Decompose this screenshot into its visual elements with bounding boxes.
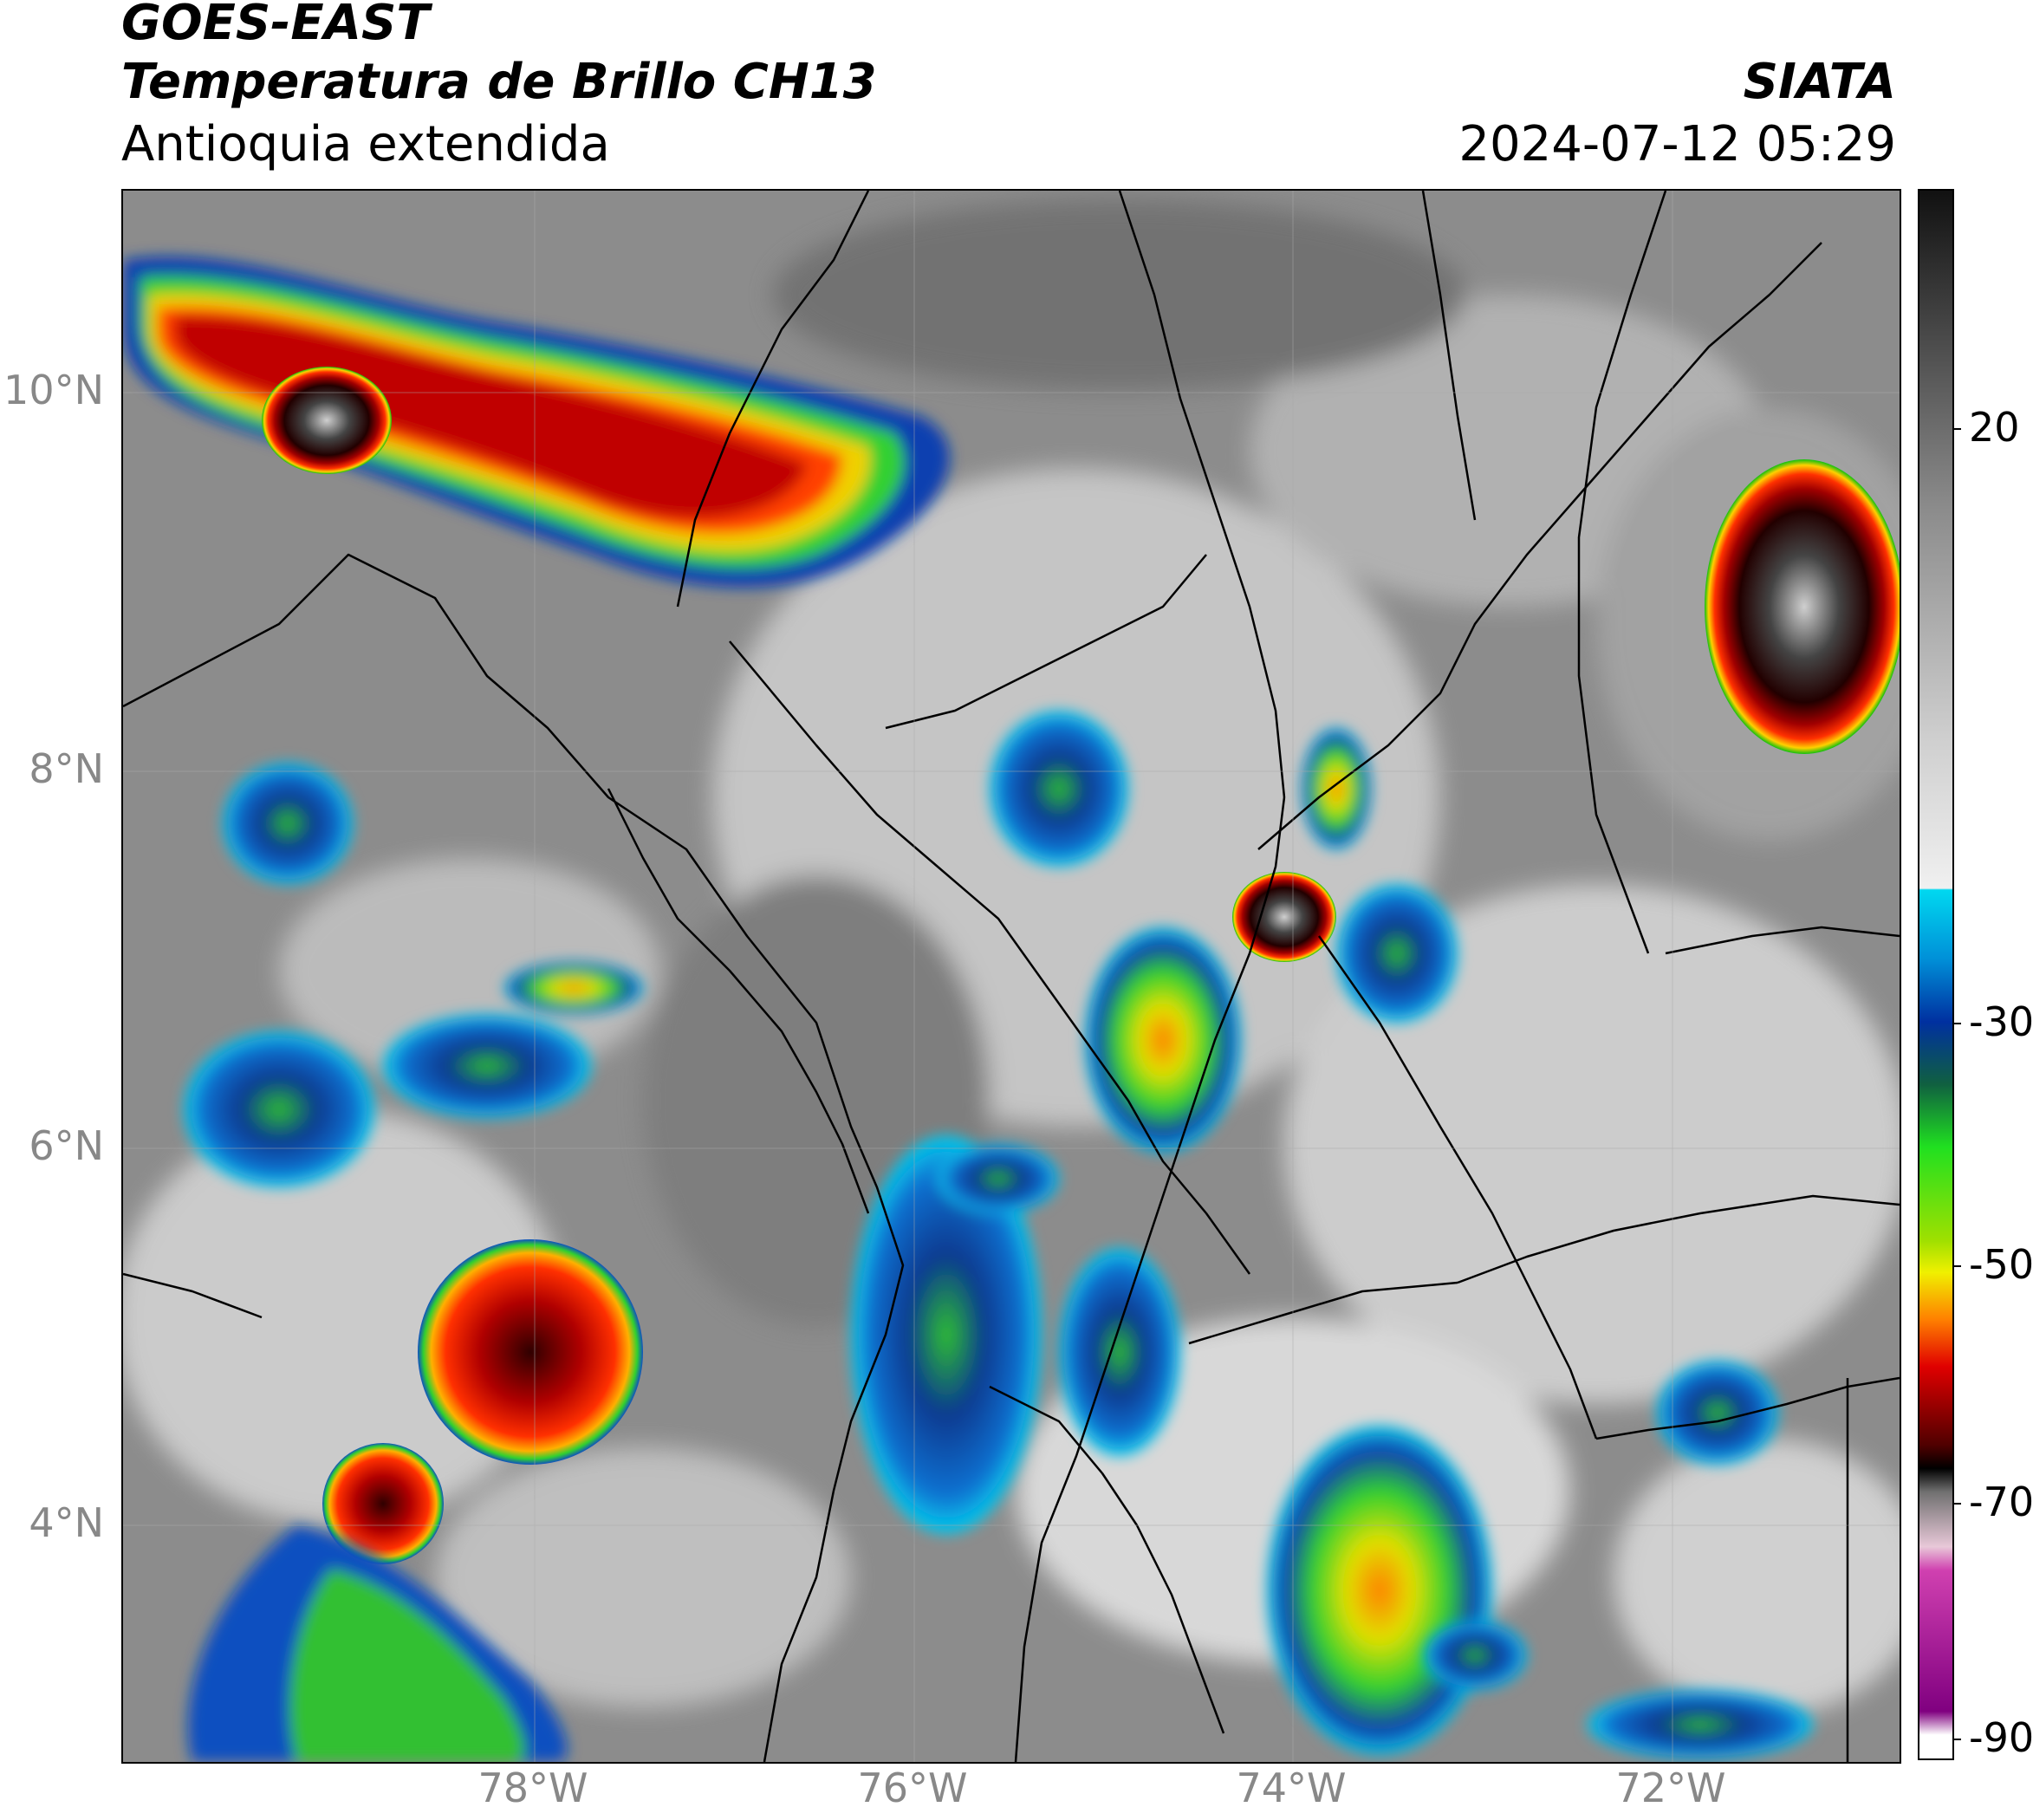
colorbar-mark — [1952, 1503, 1961, 1505]
lat-tick-6N: 6°N — [29, 1122, 104, 1169]
organization-label: SIATA — [1743, 54, 1896, 110]
region-subtitle: Antioquia extendida — [121, 116, 610, 172]
colorbar-mark — [1952, 1739, 1961, 1740]
lon-tick-74W: 74°W — [1236, 1765, 1347, 1811]
colorbar-mark — [1952, 1265, 1961, 1267]
colorbar-tick-m90: -90 — [1969, 1714, 2033, 1761]
colorbar-tick-20: 20 — [1969, 404, 2020, 451]
product-title: Temperatura de Brillo CH13 — [121, 54, 877, 110]
satellite-map — [121, 189, 1901, 1764]
lon-tick-78W: 78°W — [477, 1765, 588, 1811]
temperature-colorbar — [1918, 189, 1954, 1760]
lat-tick-4N: 4°N — [29, 1499, 104, 1546]
colorbar-mark — [1952, 428, 1961, 430]
lat-tick-10N: 10°N — [3, 367, 104, 413]
colorbar-tick-m70: -70 — [1969, 1479, 2033, 1525]
colorbar-tick-m30: -30 — [1969, 998, 2033, 1045]
satellite-title: GOES-EAST — [121, 0, 430, 51]
colorbar-mark — [1952, 1023, 1961, 1024]
datetime-label: 2024-07-12 05:29 — [1458, 116, 1896, 172]
lon-tick-76W: 76°W — [857, 1765, 968, 1811]
lon-tick-72W: 72°W — [1615, 1765, 1726, 1811]
map-canvas — [123, 191, 1900, 1762]
lat-tick-8N: 8°N — [29, 745, 104, 792]
colorbar-tick-m50: -50 — [1969, 1241, 2033, 1288]
